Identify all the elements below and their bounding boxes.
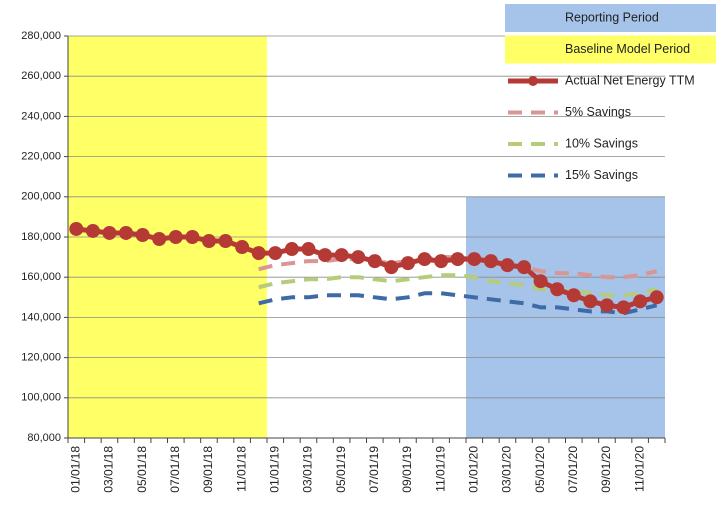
point [550, 282, 565, 297]
y-tick-label: 280,000 [21, 30, 61, 42]
x-tick-label: 05/01/18 [135, 446, 149, 493]
point [218, 234, 233, 249]
point [351, 250, 366, 265]
legend-swatch [505, 4, 716, 32]
point [450, 252, 465, 267]
x-tick-label: 01/01/18 [68, 446, 82, 493]
series-line [258, 255, 658, 280]
legend-swatch [528, 76, 538, 86]
x-tick-label: 11/01/19 [433, 446, 447, 492]
series-line [258, 291, 658, 316]
point [85, 223, 100, 238]
y-tick-label: 120,000 [21, 352, 61, 364]
point [235, 240, 250, 255]
y-tick-label: 80,000 [27, 432, 61, 444]
point [301, 242, 316, 257]
x-tick-label: 07/01/19 [367, 446, 381, 493]
point [384, 260, 399, 275]
legend-label: Baseline Model Period [565, 42, 690, 56]
x-tick-label: 03/01/18 [102, 446, 116, 493]
y-tick-label: 220,000 [21, 151, 61, 163]
point [152, 232, 167, 247]
point [517, 260, 532, 275]
x-tick-label: 07/01/18 [168, 446, 182, 493]
point [135, 227, 150, 242]
x-tick-label: 03/01/19 [301, 446, 315, 493]
point [318, 248, 333, 263]
point [583, 294, 598, 309]
legend-label: 15% Savings [565, 168, 638, 182]
x-tick-label: 11/01/18 [234, 446, 248, 492]
y-tick-label: 140,000 [21, 311, 61, 323]
point [566, 288, 581, 303]
legend-label: 10% Savings [565, 136, 638, 150]
point [69, 221, 84, 236]
legend-swatch [505, 35, 716, 64]
point [334, 248, 349, 263]
point [268, 246, 283, 261]
x-tick-label: 09/01/18 [201, 446, 215, 493]
x-tick-label: 07/01/20 [566, 446, 580, 493]
legend-label: Actual Net Energy TTM [565, 73, 695, 87]
y-tick-label: 240,000 [21, 110, 61, 122]
point [367, 254, 382, 269]
series-line [258, 273, 658, 298]
point [483, 254, 498, 269]
point [284, 242, 299, 257]
point [400, 256, 415, 271]
point [168, 230, 183, 244]
x-tick-label: 09/01/19 [400, 446, 414, 493]
point [649, 290, 664, 305]
x-tick-label: 05/01/20 [533, 446, 547, 493]
y-tick-label: 160,000 [21, 271, 61, 283]
point [434, 254, 449, 269]
legend-label: Reporting Period [565, 10, 659, 24]
point [467, 252, 482, 267]
x-tick-label: 01/01/20 [466, 446, 480, 493]
y-tick-label: 100,000 [21, 392, 61, 404]
x-tick-label: 09/01/20 [599, 446, 613, 493]
point [185, 230, 200, 244]
x-tick-label: 03/01/20 [500, 446, 514, 493]
legend-label: 5% Savings [565, 105, 631, 119]
point [533, 274, 548, 289]
point [616, 300, 631, 315]
point [633, 294, 648, 309]
point [500, 258, 515, 273]
y-tick-label: 200,000 [21, 191, 61, 203]
x-tick-label: 11/01/20 [632, 446, 646, 492]
y-tick-label: 260,000 [21, 70, 61, 82]
point [119, 225, 134, 240]
x-tick-label: 05/01/19 [334, 446, 348, 493]
point [102, 225, 117, 240]
point [251, 246, 266, 261]
point [599, 298, 614, 313]
x-tick-label: 01/01/19 [267, 446, 281, 493]
point [201, 234, 216, 249]
point [417, 252, 432, 267]
y-tick-label: 180,000 [21, 231, 61, 243]
